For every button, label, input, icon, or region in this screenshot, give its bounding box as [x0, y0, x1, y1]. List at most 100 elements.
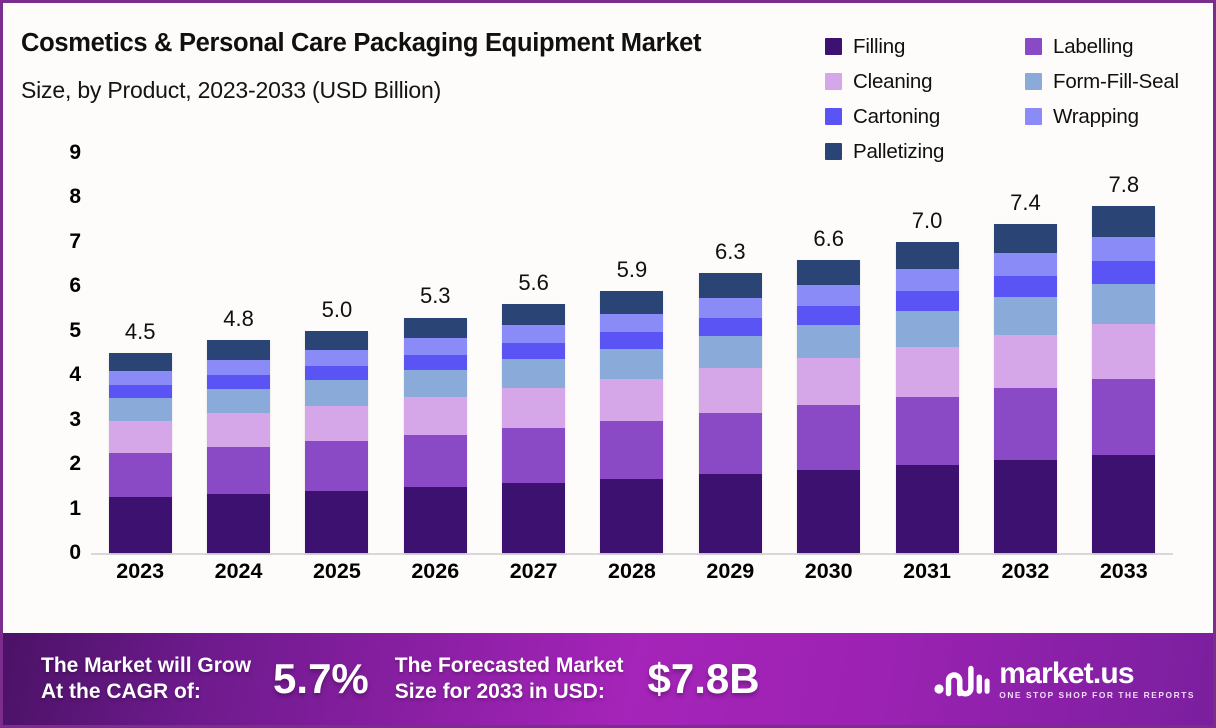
- bar-segment-filling[interactable]: [895, 465, 959, 553]
- stacked-bar[interactable]: [797, 259, 861, 553]
- bar-segment-wrapping[interactable]: [698, 297, 762, 318]
- bar-segment-cartoning[interactable]: [403, 355, 467, 371]
- bar-segment-form-fill-seal[interactable]: [403, 370, 467, 398]
- bar-segment-cartoning[interactable]: [108, 385, 172, 398]
- bar-segment-cartoning[interactable]: [698, 317, 762, 336]
- legend-item-palletizing[interactable]: Palletizing: [825, 140, 1025, 164]
- bar-segment-wrapping[interactable]: [305, 349, 369, 366]
- bar-segment-labelling[interactable]: [403, 435, 467, 488]
- bar-segment-cartoning[interactable]: [895, 291, 959, 312]
- bar-segment-cartoning[interactable]: [305, 365, 369, 381]
- bar-column[interactable]: 7.0 2031: [878, 153, 976, 583]
- bar-segment-wrapping[interactable]: [993, 252, 1057, 277]
- bar-segment-cleaning[interactable]: [207, 413, 271, 448]
- bar-segment-palletizing[interactable]: [108, 353, 172, 371]
- bar-segment-palletizing[interactable]: [502, 304, 566, 326]
- stacked-bar[interactable]: [207, 339, 271, 553]
- bar-segment-labelling[interactable]: [502, 428, 566, 484]
- bar-segment-form-fill-seal[interactable]: [993, 297, 1057, 336]
- stacked-bar[interactable]: [600, 290, 664, 553]
- bar-segment-palletizing[interactable]: [600, 290, 664, 314]
- bar-segment-cleaning[interactable]: [698, 368, 762, 414]
- bar-segment-cartoning[interactable]: [207, 374, 271, 389]
- stacked-bar[interactable]: [305, 330, 369, 553]
- bar-segment-palletizing[interactable]: [797, 259, 861, 286]
- stacked-bar[interactable]: [108, 353, 172, 553]
- bar-column[interactable]: 5.6 2027: [484, 153, 582, 583]
- bar-segment-form-fill-seal[interactable]: [698, 335, 762, 369]
- bar-segment-wrapping[interactable]: [1092, 236, 1156, 262]
- bar-segment-cleaning[interactable]: [600, 379, 664, 422]
- stacked-bar[interactable]: [698, 273, 762, 553]
- bar-column[interactable]: 5.3 2026: [386, 153, 484, 583]
- bar-segment-palletizing[interactable]: [698, 273, 762, 298]
- bar-segment-palletizing[interactable]: [305, 330, 369, 350]
- bar-segment-cartoning[interactable]: [797, 305, 861, 325]
- bar-segment-palletizing[interactable]: [1092, 206, 1156, 237]
- bar-segment-labelling[interactable]: [895, 397, 959, 465]
- bar-segment-cleaning[interactable]: [108, 421, 172, 454]
- bar-segment-wrapping[interactable]: [207, 359, 271, 375]
- bar-segment-cartoning[interactable]: [502, 343, 566, 360]
- legend-item-cleaning[interactable]: Cleaning: [825, 70, 1025, 94]
- bar-column[interactable]: 4.5 2023: [91, 153, 189, 583]
- bar-segment-filling[interactable]: [207, 494, 271, 553]
- stacked-bar[interactable]: [502, 304, 566, 553]
- bar-segment-cleaning[interactable]: [502, 388, 566, 429]
- bar-segment-cleaning[interactable]: [403, 397, 467, 436]
- bar-segment-filling[interactable]: [600, 479, 664, 553]
- bar-segment-form-fill-seal[interactable]: [895, 311, 959, 348]
- bar-segment-cleaning[interactable]: [1092, 323, 1156, 380]
- bar-segment-wrapping[interactable]: [502, 325, 566, 344]
- bar-segment-wrapping[interactable]: [895, 269, 959, 292]
- stacked-bar[interactable]: [993, 224, 1057, 553]
- legend-item-filling[interactable]: Filling: [825, 35, 1025, 59]
- bar-segment-form-fill-seal[interactable]: [108, 397, 172, 422]
- bar-segment-filling[interactable]: [797, 469, 861, 553]
- bar-column[interactable]: 6.3 2029: [681, 153, 779, 583]
- bar-segment-cleaning[interactable]: [305, 405, 369, 442]
- bar-segment-palletizing[interactable]: [207, 339, 271, 360]
- bar-segment-palletizing[interactable]: [403, 317, 467, 339]
- bar-column[interactable]: 7.4 2032: [976, 153, 1074, 583]
- bar-column[interactable]: 5.9 2028: [583, 153, 681, 583]
- bar-column[interactable]: 4.8 2024: [189, 153, 287, 583]
- bar-segment-cartoning[interactable]: [600, 332, 664, 350]
- legend-item-cartoning[interactable]: Cartoning: [825, 105, 1025, 129]
- bar-segment-cleaning[interactable]: [993, 335, 1057, 389]
- bar-segment-labelling[interactable]: [207, 447, 271, 495]
- bar-segment-palletizing[interactable]: [993, 224, 1057, 253]
- bar-segment-palletizing[interactable]: [895, 241, 959, 270]
- bar-segment-wrapping[interactable]: [600, 313, 664, 333]
- bar-segment-form-fill-seal[interactable]: [502, 359, 566, 389]
- bar-segment-form-fill-seal[interactable]: [207, 388, 271, 414]
- stacked-bar[interactable]: [1092, 206, 1156, 553]
- bar-segment-filling[interactable]: [993, 460, 1057, 553]
- bar-segment-labelling[interactable]: [108, 453, 172, 498]
- bar-column[interactable]: 5.0 2025: [288, 153, 386, 583]
- bar-column[interactable]: 6.6 2030: [780, 153, 878, 583]
- stacked-bar[interactable]: [403, 317, 467, 553]
- bar-segment-filling[interactable]: [1092, 454, 1156, 553]
- bar-segment-wrapping[interactable]: [403, 338, 467, 356]
- legend-item-labelling[interactable]: Labelling: [1025, 35, 1213, 59]
- bar-segment-filling[interactable]: [108, 497, 172, 553]
- bar-segment-cartoning[interactable]: [1092, 261, 1156, 284]
- bar-segment-form-fill-seal[interactable]: [797, 324, 861, 359]
- bar-segment-wrapping[interactable]: [797, 285, 861, 306]
- legend-item-form-fill-seal[interactable]: Form-Fill-Seal: [1025, 70, 1213, 94]
- bar-segment-cartoning[interactable]: [993, 276, 1057, 298]
- bar-segment-form-fill-seal[interactable]: [305, 380, 369, 406]
- bar-segment-form-fill-seal[interactable]: [600, 349, 664, 380]
- bar-segment-labelling[interactable]: [305, 441, 369, 491]
- bar-segment-form-fill-seal[interactable]: [1092, 283, 1156, 324]
- bar-segment-cleaning[interactable]: [895, 347, 959, 397]
- bar-segment-labelling[interactable]: [797, 405, 861, 470]
- market-us-logo[interactable]: market.us ONE STOP SHOP FOR THE REPORTS: [934, 658, 1195, 700]
- bar-segment-filling[interactable]: [502, 483, 566, 553]
- bar-segment-filling[interactable]: [698, 474, 762, 553]
- bar-segment-labelling[interactable]: [698, 413, 762, 475]
- bar-segment-labelling[interactable]: [600, 421, 664, 480]
- legend-item-wrapping[interactable]: Wrapping: [1025, 105, 1213, 129]
- bar-segment-labelling[interactable]: [1092, 379, 1156, 455]
